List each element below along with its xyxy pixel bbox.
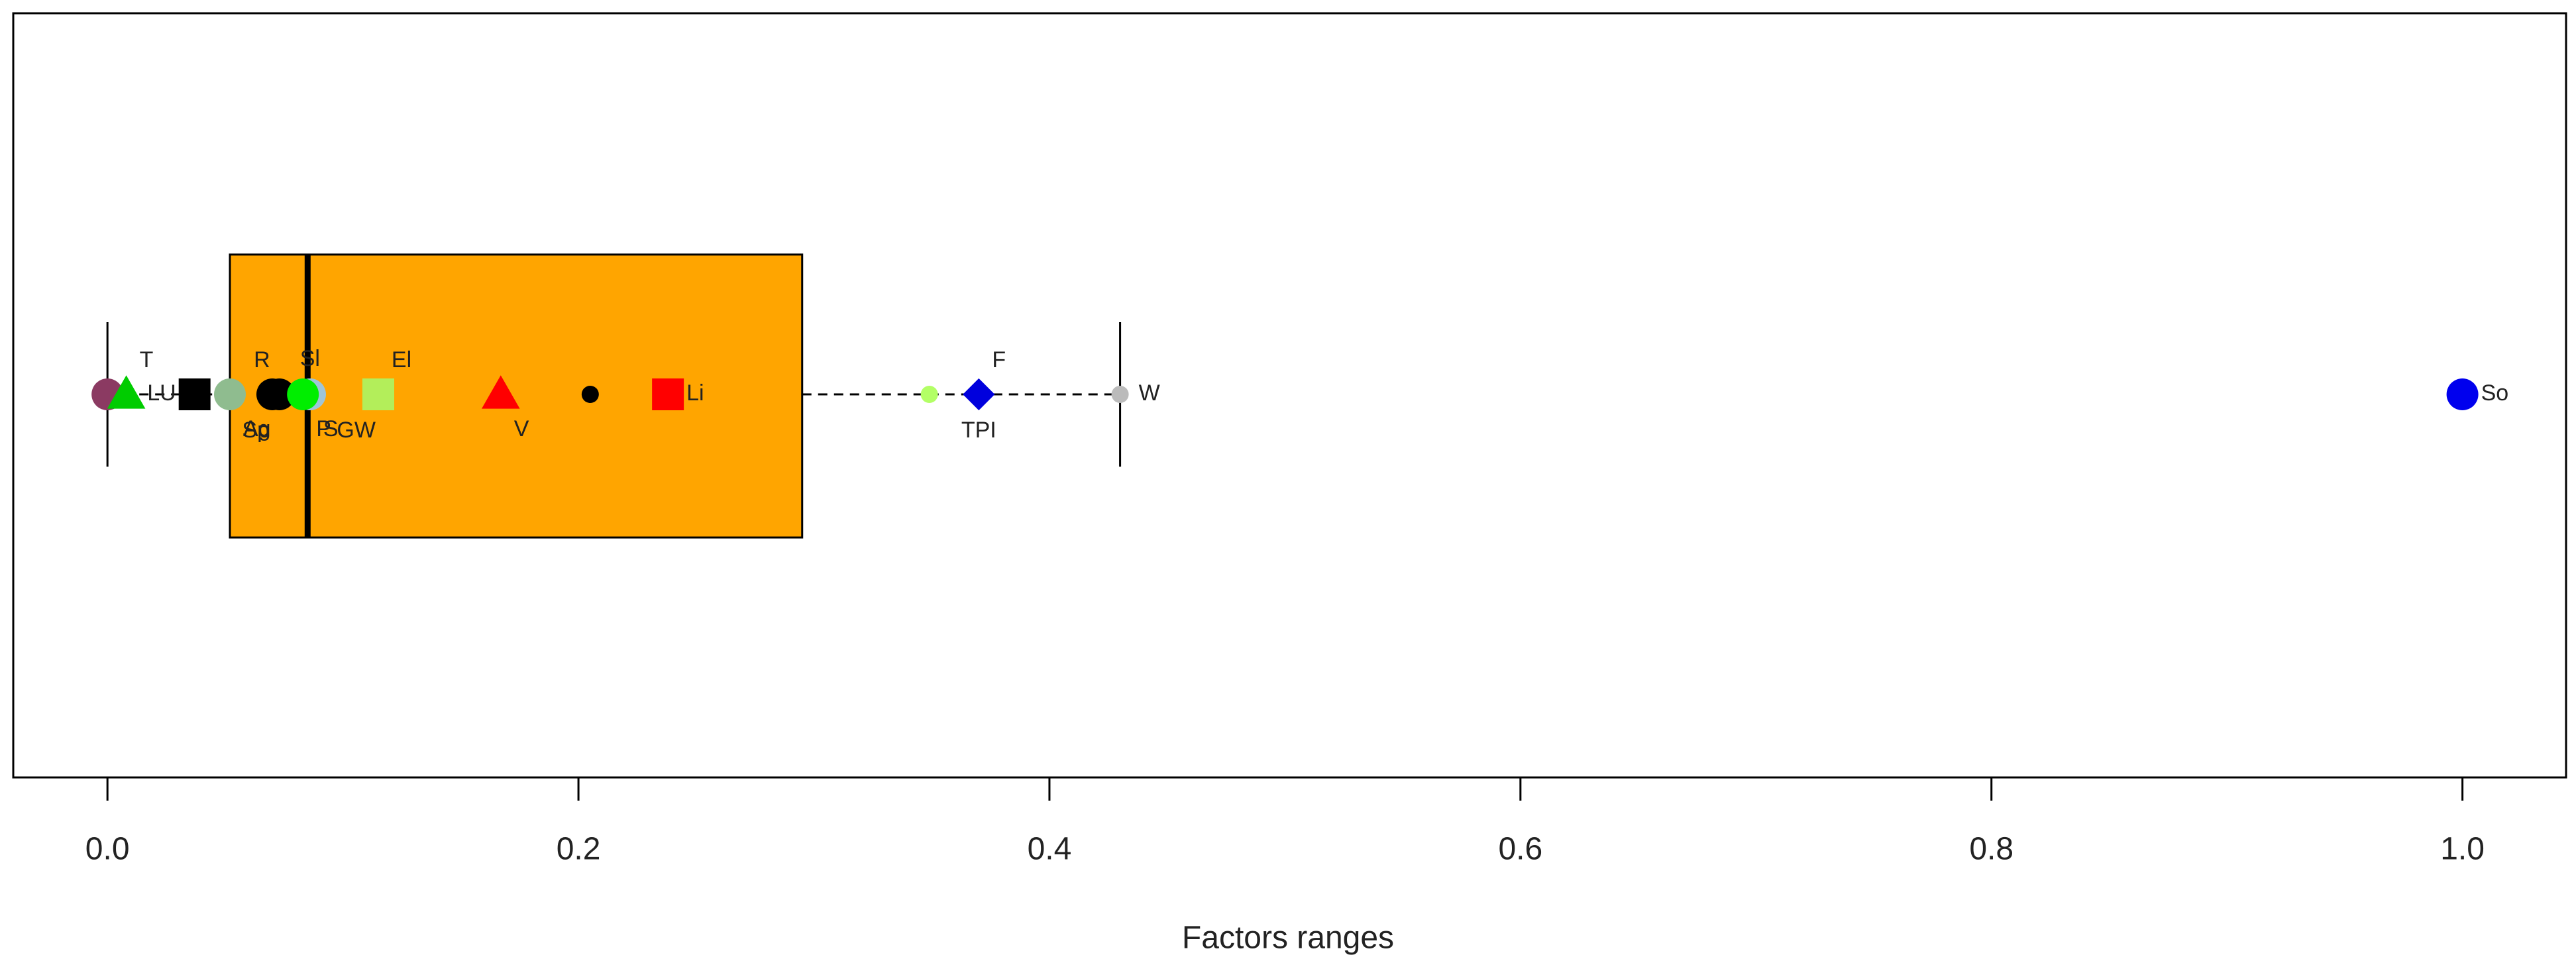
point — [581, 386, 599, 403]
point-label: V — [514, 416, 529, 441]
point — [920, 386, 938, 403]
x-tick-label: 1.0 — [2440, 832, 2485, 867]
point-label: R — [254, 347, 270, 372]
x-axis-label: Factors ranges — [1182, 921, 1394, 956]
point — [652, 378, 684, 410]
point — [107, 375, 146, 409]
point-label: W — [1139, 380, 1160, 406]
point-label: Ag — [243, 416, 271, 441]
x-tick-label: 0.4 — [1028, 832, 1072, 867]
point-label: P — [316, 416, 331, 441]
point — [963, 378, 995, 410]
point-label: Sl — [300, 346, 320, 371]
point-label: GW — [337, 418, 376, 443]
point — [362, 378, 394, 410]
point — [287, 378, 319, 410]
x-tick-label: 0.2 — [557, 832, 601, 867]
point — [2446, 378, 2479, 410]
point-label: Sp — [242, 418, 270, 443]
point-label: So — [2481, 380, 2509, 406]
point-label: Li — [686, 380, 704, 406]
point-label: LU — [147, 380, 176, 406]
point-label: F — [992, 347, 1006, 372]
plot-frame — [12, 12, 2567, 779]
point — [1111, 386, 1129, 403]
x-tick-label: 0.8 — [1969, 832, 2013, 867]
point-label: S — [323, 416, 339, 441]
point — [481, 375, 520, 409]
point-label: El — [392, 347, 411, 372]
point — [178, 378, 211, 410]
x-tick-label: 0.0 — [85, 832, 130, 867]
point-label: TPI — [961, 418, 996, 443]
point-label: T — [140, 347, 154, 372]
x-tick-label: 0.6 — [1498, 832, 1542, 867]
point — [214, 378, 246, 410]
point — [256, 378, 288, 410]
